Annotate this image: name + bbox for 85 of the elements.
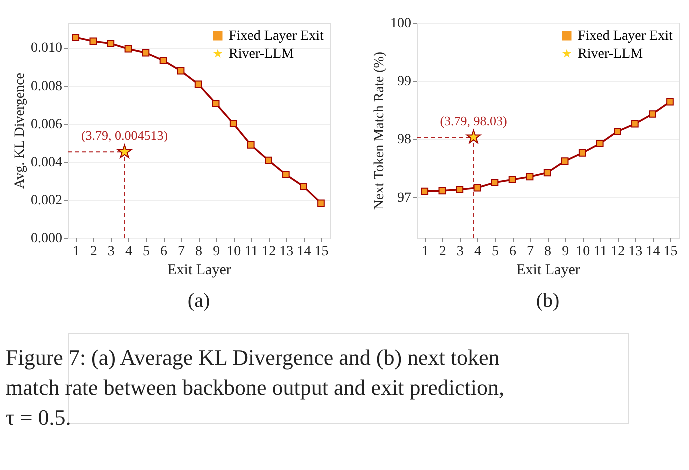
y-tick-label: 98 bbox=[398, 132, 412, 148]
x-tick-label: 12 bbox=[611, 244, 626, 260]
point bbox=[90, 38, 98, 46]
annotation: (3.79, 0.004513) bbox=[81, 128, 168, 144]
x-tick-label: 15 bbox=[314, 244, 329, 260]
point bbox=[491, 179, 499, 186]
y-tick-label: 0.000 bbox=[31, 232, 62, 246]
point bbox=[194, 80, 202, 88]
x-axis-title: Exit Layer bbox=[516, 262, 580, 278]
point bbox=[526, 173, 534, 181]
y-axis-title: Next Token Match Rate (%) bbox=[372, 52, 388, 210]
x-tick-label: 7 bbox=[527, 244, 534, 260]
x-axis-title: Exit Layer bbox=[168, 262, 232, 278]
y-tick-label: 100 bbox=[390, 16, 412, 32]
legend-label: River-LLM bbox=[578, 47, 644, 62]
x-tick-label: 9 bbox=[562, 244, 570, 260]
point bbox=[561, 158, 569, 165]
legend-label: River-LLM bbox=[229, 47, 295, 62]
point bbox=[230, 120, 238, 128]
point bbox=[318, 200, 325, 208]
caption: Figure 7: (a) Average KL Divergence and (b) next token match rate between backbone output and exit prediction, τ = 0.5. bbox=[6, 345, 504, 430]
x-tick-label: 1 bbox=[422, 244, 429, 260]
x-tick-label: 6 bbox=[160, 244, 168, 260]
point bbox=[632, 120, 639, 128]
y-tick-label: 99 bbox=[398, 74, 412, 90]
x-tick-label: 3 bbox=[108, 244, 115, 260]
text: (b) bbox=[536, 290, 560, 312]
x-tick-label: 5 bbox=[492, 244, 499, 260]
x-tick-label: 14 bbox=[646, 244, 660, 260]
y-tick-label: 0.010 bbox=[31, 41, 62, 56]
point bbox=[508, 176, 516, 184]
x-tick-label: 10 bbox=[576, 244, 590, 260]
legend-label: Fixed Layer Exit bbox=[578, 29, 673, 44]
legend-label: Fixed Layer Exit bbox=[229, 29, 324, 44]
point bbox=[578, 150, 586, 157]
point bbox=[72, 34, 80, 42]
y-axis-title: Avg. KL Divergence bbox=[13, 73, 28, 189]
annotation: (3.79, 98.03) bbox=[440, 113, 508, 128]
x-tick-label: 3 bbox=[456, 244, 464, 260]
point bbox=[438, 187, 446, 195]
point bbox=[456, 186, 464, 194]
point bbox=[177, 67, 185, 75]
point bbox=[247, 141, 255, 149]
y-tick-label: 97 bbox=[398, 190, 412, 206]
x-tick-label: 11 bbox=[244, 244, 258, 260]
x-tick-label: 2 bbox=[90, 244, 98, 260]
text: (a) bbox=[188, 290, 210, 312]
x-tick-label: 4 bbox=[474, 244, 482, 260]
point bbox=[282, 171, 290, 178]
x-tick-label: 14 bbox=[297, 244, 312, 260]
point bbox=[212, 100, 220, 108]
x-tick-label: 6 bbox=[510, 244, 517, 260]
x-tick-label: 13 bbox=[628, 244, 643, 260]
x-tick-label: 5 bbox=[142, 244, 150, 260]
x-tick-label: 8 bbox=[544, 244, 552, 260]
x-tick-label: 7 bbox=[178, 244, 186, 260]
point bbox=[666, 98, 674, 106]
x-tick-label: 4 bbox=[125, 244, 132, 260]
x-tick-label: 2 bbox=[439, 244, 446, 260]
x-tick-label: 15 bbox=[664, 244, 678, 260]
point bbox=[596, 140, 604, 148]
point bbox=[614, 128, 622, 136]
point bbox=[300, 182, 308, 190]
x-tick-label: 10 bbox=[227, 244, 242, 260]
y-tick-label: 0.002 bbox=[31, 193, 62, 208]
x-tick-label: 9 bbox=[213, 244, 220, 260]
x-tick-label: 11 bbox=[594, 244, 608, 260]
x-tick-label: 8 bbox=[196, 244, 203, 260]
point bbox=[421, 188, 429, 196]
point bbox=[265, 156, 272, 164]
point bbox=[142, 49, 150, 57]
y-tick-label: 0.006 bbox=[31, 117, 62, 132]
point bbox=[474, 184, 482, 192]
x-tick-label: 13 bbox=[280, 244, 294, 260]
point bbox=[124, 45, 132, 53]
point bbox=[544, 169, 552, 177]
point bbox=[160, 57, 168, 64]
point bbox=[466, 130, 482, 144]
x-tick-label: 12 bbox=[262, 244, 276, 260]
y-tick-label: 0.004 bbox=[31, 155, 62, 170]
x-tick-label: 1 bbox=[72, 244, 80, 260]
point bbox=[649, 110, 656, 118]
point bbox=[118, 144, 132, 158]
point bbox=[107, 40, 115, 48]
y-tick-label: 0.008 bbox=[31, 79, 62, 94]
